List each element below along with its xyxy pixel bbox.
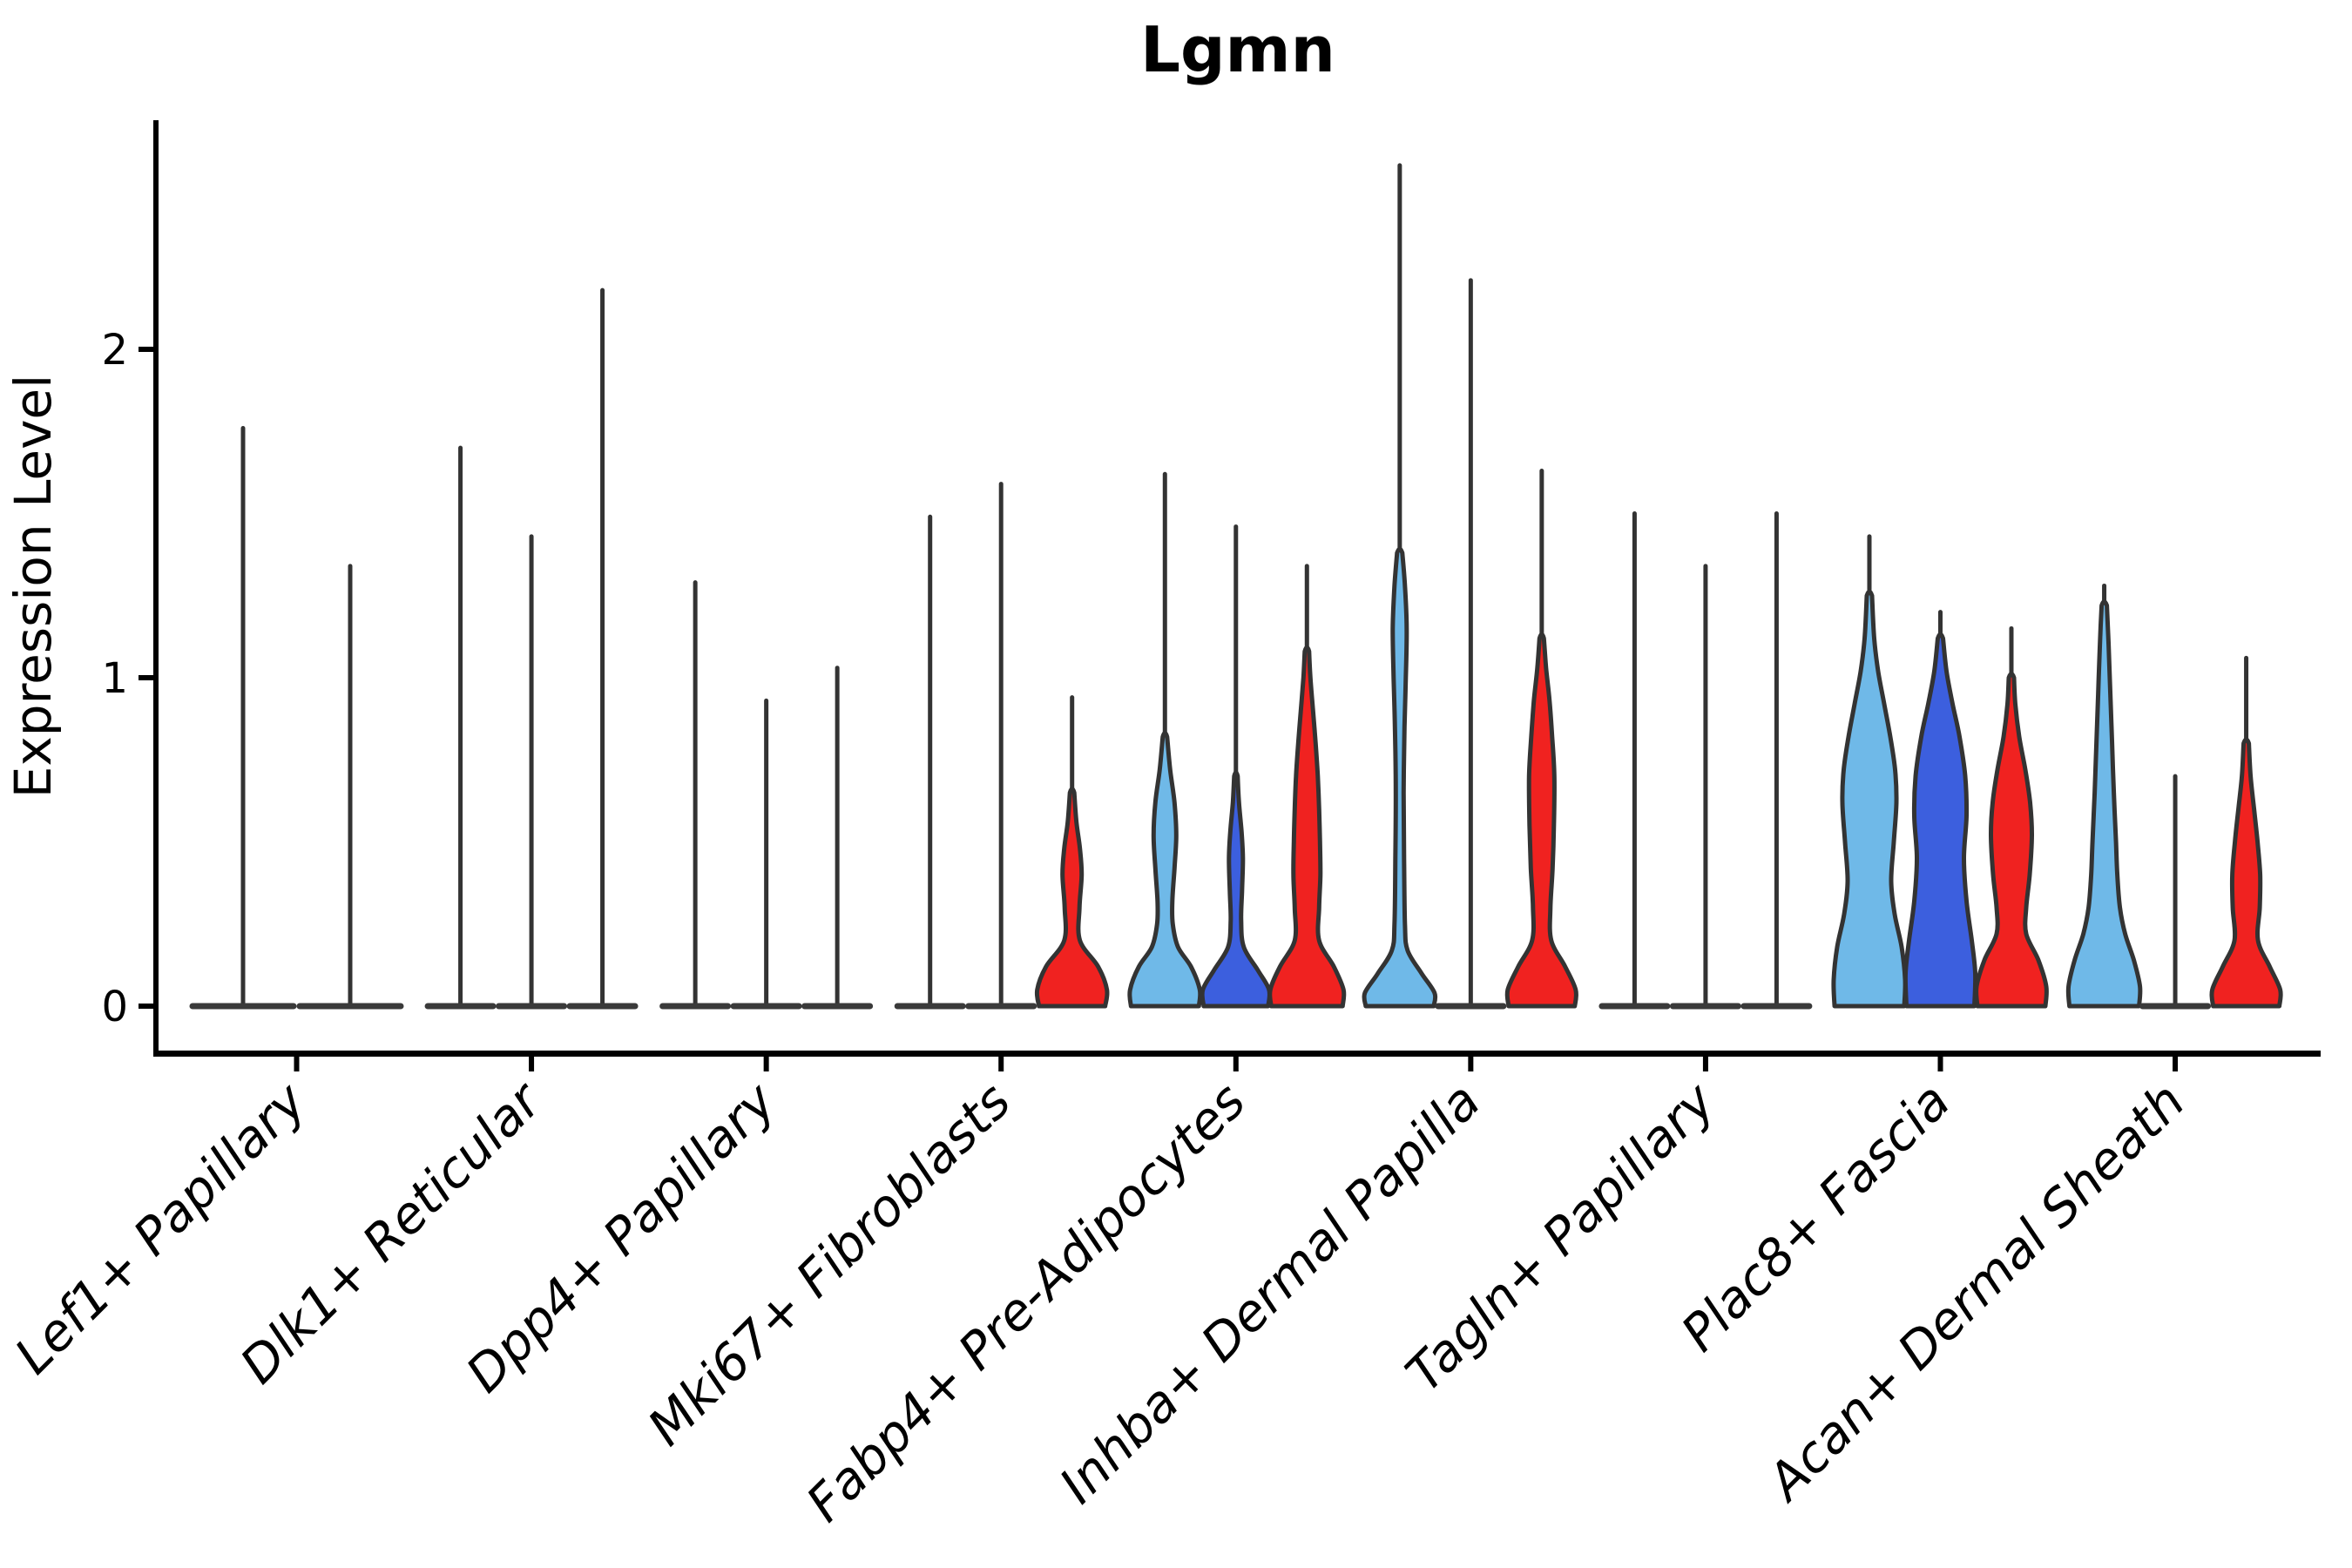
y-tick-labels: 0 1 2 — [101, 326, 128, 1031]
x-tick-mark — [2173, 1057, 2179, 1071]
y-tick-label: 2 — [101, 326, 128, 375]
x-tick-mark — [763, 1057, 769, 1071]
violin-body — [1974, 672, 2049, 1009]
violin-group-7 — [1598, 511, 1813, 1010]
collapsed-violin — [424, 1003, 497, 1010]
x-tick-mark — [1468, 1057, 1474, 1071]
violin-body — [1127, 730, 1203, 1009]
violin-body — [1504, 632, 1578, 1009]
violin-body — [1831, 589, 1908, 1009]
x-tick-mark — [998, 1057, 1004, 1071]
x-tick-mark — [1702, 1057, 1708, 1071]
violin-group-1 — [189, 425, 404, 1010]
y-tick-label: 0 — [101, 983, 128, 1031]
violin-body — [1200, 770, 1272, 1009]
y-tick-mark — [139, 675, 153, 680]
violin-group-4 — [894, 482, 1110, 1010]
violin-group-5 — [1127, 471, 1347, 1009]
x-axis-label: Fabp4+ Pre-Adipocytes — [795, 1071, 1257, 1533]
collapsed-violin — [894, 1003, 966, 1010]
violin-body — [2209, 737, 2283, 1009]
y-tick-mark — [139, 1004, 153, 1009]
x-axis-spine — [153, 1051, 2321, 1057]
axes-layer — [139, 120, 2321, 1071]
x-tick-mark — [529, 1057, 535, 1071]
y-axis-spine — [153, 120, 159, 1057]
x-tick-mark — [294, 1057, 300, 1071]
violin-body — [1267, 645, 1347, 1009]
collapsed-violin — [2139, 1003, 2212, 1010]
x-tick-mark — [1937, 1057, 1943, 1071]
violin-group-6 — [1362, 163, 1578, 1010]
collapsed-violin — [189, 1003, 297, 1010]
collapsed-violin — [496, 1003, 568, 1010]
violin-group-2 — [424, 287, 639, 1010]
collapsed-violin — [1669, 1003, 1741, 1010]
violin-body — [1362, 546, 1438, 1009]
collapsed-violin — [965, 1003, 1037, 1010]
collapsed-violin — [566, 1003, 639, 1010]
x-tick-mark — [1233, 1057, 1239, 1071]
collapsed-violin — [730, 1003, 802, 1010]
violin-group-8 — [1831, 534, 2049, 1009]
collapsed-violin — [801, 1003, 874, 1010]
y-tick-label: 1 — [101, 654, 128, 703]
collapsed-violin — [1740, 1003, 1813, 1010]
collapsed-violin — [659, 1003, 732, 1010]
chart-title: Lgmn — [1140, 13, 1335, 86]
y-tick-mark — [139, 347, 153, 352]
x-axis-label: Inhba+ Dermal Papilla — [1048, 1071, 1491, 1515]
x-axis-label: Acan+ Dermal Sheath — [1754, 1071, 2196, 1514]
violin-body — [2065, 599, 2143, 1009]
collapsed-violin — [1598, 1003, 1671, 1010]
collapsed-violin — [1435, 1003, 1507, 1010]
collapsed-violin — [296, 1003, 404, 1010]
violin-body — [1903, 632, 1978, 1009]
violin-group-3 — [659, 580, 874, 1010]
violins-layer — [189, 163, 2283, 1010]
y-axis-title: Expression Level — [3, 375, 63, 798]
violin-group-9 — [2065, 583, 2283, 1010]
violin-body — [1034, 787, 1110, 1009]
